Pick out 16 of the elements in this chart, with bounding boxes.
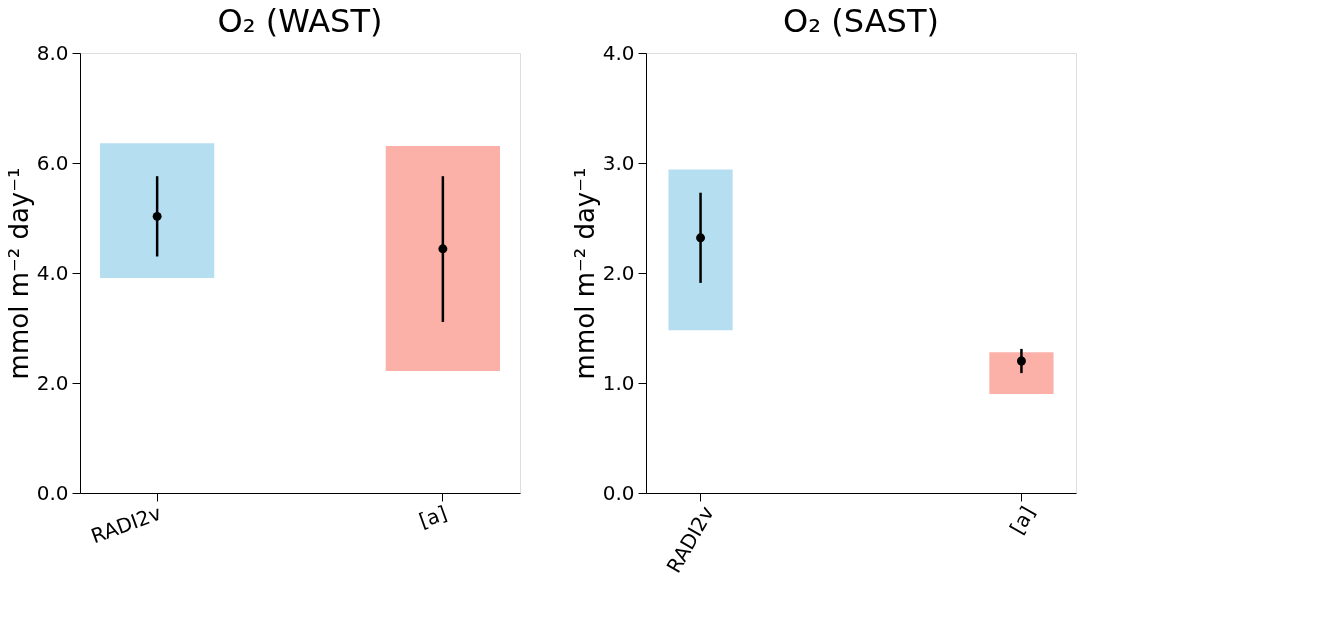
y-tick-label: 3.0 xyxy=(602,150,635,175)
y-tick-label: 8.0 xyxy=(36,40,69,65)
y-tick-label: 1.0 xyxy=(602,370,635,395)
x-tick-label: [a] xyxy=(415,500,451,533)
y-tick-label: 0.0 xyxy=(602,480,635,505)
y-tick-label: 2.0 xyxy=(36,370,69,395)
y-axis-title: mmol m⁻² day⁻¹ xyxy=(569,167,600,380)
x-tick-label: [a] xyxy=(1004,502,1040,539)
y-tick-label: 2.0 xyxy=(602,260,635,285)
y-tick-label: 0.0 xyxy=(36,480,69,505)
chart-title: O₂ (WAST) xyxy=(217,2,383,40)
y-axis-title: mmol m⁻² day⁻¹ xyxy=(3,167,34,380)
y-tick-label: 4.0 xyxy=(36,260,69,285)
chart-title: O₂ (SAST) xyxy=(783,2,939,40)
y-tick-label: 4.0 xyxy=(602,40,635,65)
y-tick-label: 6.0 xyxy=(36,150,69,175)
